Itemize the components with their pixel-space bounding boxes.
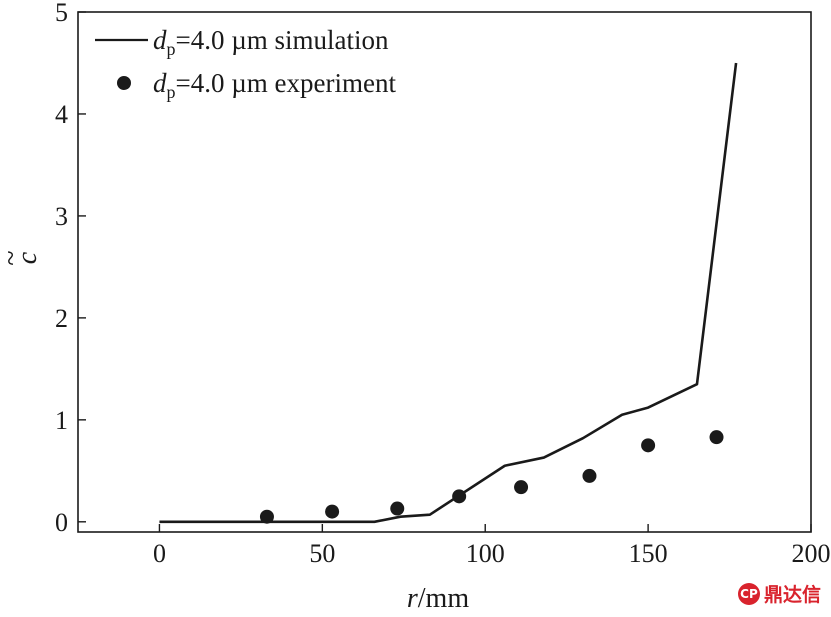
- plot-frame: [77, 11, 812, 533]
- x-axis-title-unit: /mm: [418, 583, 470, 614]
- watermark-logo-icon: CP: [737, 582, 760, 605]
- legend-label: dp=4.0 µm experiment: [153, 68, 396, 102]
- tick-labels: 0 50 100 150 200 0 1 2 3 4 5: [55, 0, 831, 568]
- legend-label: dp=4.0 µm simulation: [153, 25, 389, 59]
- series-simulation-line: [159, 62, 738, 524]
- legend-label-subscript: p: [167, 39, 176, 59]
- y-tick-label: 3: [55, 202, 68, 231]
- y-tick-label: 5: [55, 0, 68, 27]
- y-axis-title: c ~: [0, 250, 43, 265]
- ticks: [78, 11, 812, 532]
- experiment-point: [259, 509, 274, 524]
- legend-label-var: d: [153, 68, 167, 98]
- legend-marker-swatch: [117, 76, 131, 90]
- legend-label-subscript: p: [167, 82, 176, 102]
- experiment-point: [325, 504, 340, 519]
- experiment-point: [452, 489, 467, 504]
- experiment-point: [514, 480, 529, 495]
- legend-label-var: d: [153, 25, 167, 55]
- y-tick-label: 4: [55, 100, 68, 129]
- legend-label-text: =4.0 µm simulation: [176, 25, 390, 55]
- y-tick-label: 2: [55, 304, 68, 333]
- watermark: CP 鼎达信: [737, 580, 821, 607]
- watermark-text: 鼎达信: [763, 584, 821, 606]
- legend-label-text: =4.0 µm experiment: [176, 68, 397, 98]
- experiment-point: [582, 468, 597, 483]
- x-tick-label: 200: [792, 539, 831, 568]
- x-tick-label: 0: [153, 539, 166, 568]
- y-tick-label: 1: [55, 406, 68, 435]
- x-axis-title-var: r: [407, 583, 418, 614]
- y-axis-title-letter: c: [12, 251, 43, 264]
- x-tick-label: 100: [466, 539, 505, 568]
- experiment-point: [390, 501, 405, 516]
- experiment-point: [641, 438, 656, 453]
- x-axis-title: r/mm: [407, 583, 469, 614]
- experiment-point: [709, 430, 724, 445]
- x-tick-label: 50: [309, 539, 335, 568]
- series-layer: [159, 62, 738, 524]
- y-tick-label: 0: [55, 508, 68, 537]
- x-tick-label: 150: [629, 539, 668, 568]
- y-axis-title-accent: ~: [0, 250, 27, 265]
